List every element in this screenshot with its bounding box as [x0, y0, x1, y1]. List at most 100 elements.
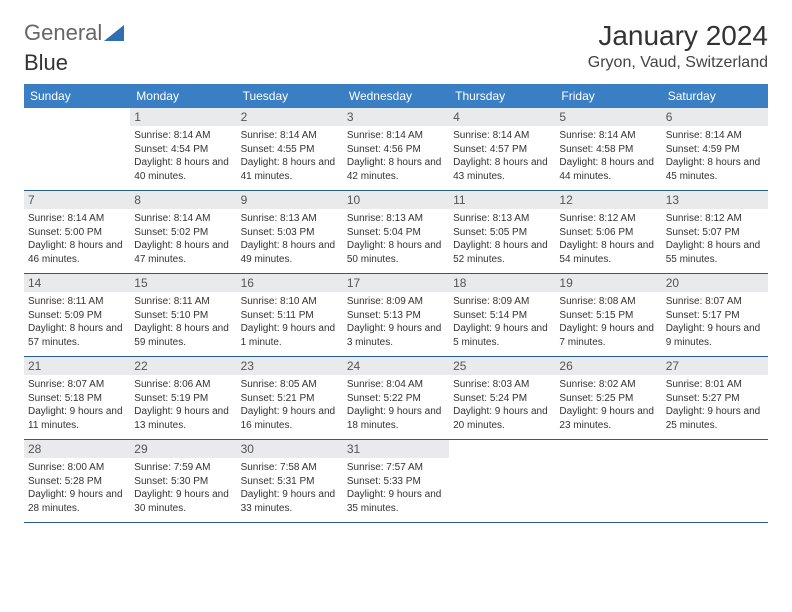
- day-info: Sunrise: 8:14 AMSunset: 5:02 PMDaylight:…: [134, 212, 232, 266]
- weekday-header: Wednesday: [343, 84, 449, 108]
- day-info: Sunrise: 8:09 AMSunset: 5:14 PMDaylight:…: [453, 295, 551, 349]
- week-row: 28 Sunrise: 8:00 AMSunset: 5:28 PMDayligh…: [24, 440, 768, 523]
- day-cell: 11 Sunrise: 8:13 AMSunset: 5:05 PMDayligh…: [449, 191, 555, 273]
- day-info: Sunrise: 7:57 AMSunset: 5:33 PMDaylight:…: [347, 461, 445, 515]
- day-info: Sunrise: 7:59 AMSunset: 5:30 PMDaylight:…: [134, 461, 232, 515]
- day-info: Sunrise: 8:04 AMSunset: 5:22 PMDaylight:…: [347, 378, 445, 432]
- day-cell: 3Sunrise: 8:14 AMSunset: 4:56 PMDaylight…: [343, 108, 449, 190]
- day-cell: 20 Sunrise: 8:07 AMSunset: 5:17 PMDayligh…: [662, 274, 768, 356]
- day-cell: [555, 440, 661, 522]
- weekday-header: Saturday: [662, 84, 768, 108]
- weekday-header: Tuesday: [237, 84, 343, 108]
- day-info: Sunrise: 8:12 AMSunset: 5:07 PMDaylight:…: [666, 212, 764, 266]
- day-info: Sunrise: 8:02 AMSunset: 5:25 PMDaylight:…: [559, 378, 657, 432]
- day-number: 26: [555, 357, 661, 375]
- day-cell: [662, 440, 768, 522]
- day-number: 27: [662, 357, 768, 375]
- day-cell: 13Sunrise: 8:12 AMSunset: 5:07 PMDayligh…: [662, 191, 768, 273]
- day-cell: 15Sunrise: 8:11 AMSunset: 5:10 PMDayligh…: [130, 274, 236, 356]
- day-info: Sunrise: 8:12 AMSunset: 5:06 PMDaylight:…: [559, 212, 657, 266]
- day-info: Sunrise: 8:13 AMSunset: 5:04 PMDaylight:…: [347, 212, 445, 266]
- day-cell: [449, 440, 555, 522]
- weekday-header: Friday: [555, 84, 661, 108]
- day-cell: 27 Sunrise: 8:01 AMSunset: 5:27 PMDayligh…: [662, 357, 768, 439]
- day-number: 30: [237, 440, 343, 458]
- day-cell: 16 Sunrise: 8:10 AMSunset: 5:11 PMDayligh…: [237, 274, 343, 356]
- day-cell: 28 Sunrise: 8:00 AMSunset: 5:28 PMDayligh…: [24, 440, 130, 522]
- day-number: 7: [24, 191, 130, 209]
- day-cell: 18 Sunrise: 8:09 AMSunset: 5:14 PMDayligh…: [449, 274, 555, 356]
- day-cell: 6 Sunrise: 8:14 AMSunset: 4:59 PMDaylight…: [662, 108, 768, 190]
- weekday-header: Thursday: [449, 84, 555, 108]
- week-row: 7 Sunrise: 8:14 AMSunset: 5:00 PMDaylight…: [24, 191, 768, 274]
- weekday-header: Sunday: [24, 84, 130, 108]
- day-info: Sunrise: 8:14 AMSunset: 4:55 PMDaylight:…: [241, 129, 339, 183]
- day-number: 29: [130, 440, 236, 458]
- calendar: SundayMondayTuesdayWednesdayThursdayFrid…: [24, 84, 768, 523]
- day-info: Sunrise: 8:14 AMSunset: 4:58 PMDaylight:…: [559, 129, 657, 183]
- day-number: 21: [24, 357, 130, 375]
- day-number: 25: [449, 357, 555, 375]
- logo-triangle-icon: [104, 25, 124, 41]
- day-number: 9: [237, 191, 343, 209]
- day-info: Sunrise: 8:11 AMSunset: 5:10 PMDaylight:…: [134, 295, 232, 349]
- day-number: 23: [237, 357, 343, 375]
- day-cell: 5 Sunrise: 8:14 AMSunset: 4:58 PMDaylight…: [555, 108, 661, 190]
- day-cell: 9 Sunrise: 8:13 AMSunset: 5:03 PMDaylight…: [237, 191, 343, 273]
- day-number: 1: [130, 108, 236, 126]
- day-info: Sunrise: 8:06 AMSunset: 5:19 PMDaylight:…: [134, 378, 232, 432]
- day-cell: 24Sunrise: 8:04 AMSunset: 5:22 PMDayligh…: [343, 357, 449, 439]
- day-info: Sunrise: 8:14 AMSunset: 4:54 PMDaylight:…: [134, 129, 232, 183]
- day-cell: 2 Sunrise: 8:14 AMSunset: 4:55 PMDaylight…: [237, 108, 343, 190]
- weeks-container: 1 Sunrise: 8:14 AMSunset: 4:54 PMDaylight…: [24, 108, 768, 523]
- day-cell: 12 Sunrise: 8:12 AMSunset: 5:06 PMDayligh…: [555, 191, 661, 273]
- day-info: Sunrise: 8:14 AMSunset: 4:59 PMDaylight:…: [666, 129, 764, 183]
- day-info: Sunrise: 8:10 AMSunset: 5:11 PMDaylight:…: [241, 295, 339, 349]
- day-number: 31: [343, 440, 449, 458]
- day-number: 12: [555, 191, 661, 209]
- day-number: 3: [343, 108, 449, 126]
- day-number: 2: [237, 108, 343, 126]
- day-info: Sunrise: 8:09 AMSunset: 5:13 PMDaylight:…: [347, 295, 445, 349]
- day-info: Sunrise: 8:05 AMSunset: 5:21 PMDaylight:…: [241, 378, 339, 432]
- week-row: 1 Sunrise: 8:14 AMSunset: 4:54 PMDaylight…: [24, 108, 768, 191]
- day-cell: 25Sunrise: 8:03 AMSunset: 5:24 PMDayligh…: [449, 357, 555, 439]
- week-row: 14Sunrise: 8:11 AMSunset: 5:09 PMDayligh…: [24, 274, 768, 357]
- weekday-header-row: SundayMondayTuesdayWednesdayThursdayFrid…: [24, 84, 768, 108]
- day-number: 10: [343, 191, 449, 209]
- day-cell: 31 Sunrise: 7:57 AMSunset: 5:33 PMDayligh…: [343, 440, 449, 522]
- day-number: 11: [449, 191, 555, 209]
- day-cell: 21Sunrise: 8:07 AMSunset: 5:18 PMDayligh…: [24, 357, 130, 439]
- day-info: Sunrise: 8:14 AMSunset: 5:00 PMDaylight:…: [28, 212, 126, 266]
- day-info: Sunrise: 8:01 AMSunset: 5:27 PMDaylight:…: [666, 378, 764, 432]
- day-info: Sunrise: 8:00 AMSunset: 5:28 PMDaylight:…: [28, 461, 126, 515]
- brand-part1: General: [24, 20, 102, 46]
- day-cell: 23 Sunrise: 8:05 AMSunset: 5:21 PMDayligh…: [237, 357, 343, 439]
- day-number: 8: [130, 191, 236, 209]
- day-cell: 19Sunrise: 8:08 AMSunset: 5:15 PMDayligh…: [555, 274, 661, 356]
- day-number: 20: [662, 274, 768, 292]
- day-info: Sunrise: 8:14 AMSunset: 4:57 PMDaylight:…: [453, 129, 551, 183]
- week-row: 21Sunrise: 8:07 AMSunset: 5:18 PMDayligh…: [24, 357, 768, 440]
- weekday-header: Monday: [130, 84, 236, 108]
- day-number: 5: [555, 108, 661, 126]
- day-info: Sunrise: 8:13 AMSunset: 5:03 PMDaylight:…: [241, 212, 339, 266]
- day-number: 19: [555, 274, 661, 292]
- day-number: 22: [130, 357, 236, 375]
- day-cell: [24, 108, 130, 190]
- day-number: 4: [449, 108, 555, 126]
- day-cell: 30Sunrise: 7:58 AMSunset: 5:31 PMDayligh…: [237, 440, 343, 522]
- day-cell: 26 Sunrise: 8:02 AMSunset: 5:25 PMDayligh…: [555, 357, 661, 439]
- day-number: 28: [24, 440, 130, 458]
- day-number: 16: [237, 274, 343, 292]
- day-info: Sunrise: 8:13 AMSunset: 5:05 PMDaylight:…: [453, 212, 551, 266]
- day-info: Sunrise: 8:07 AMSunset: 5:17 PMDaylight:…: [666, 295, 764, 349]
- day-number: 17: [343, 274, 449, 292]
- day-cell: 17 Sunrise: 8:09 AMSunset: 5:13 PMDayligh…: [343, 274, 449, 356]
- day-number: 6: [662, 108, 768, 126]
- brand-logo: General: [24, 20, 124, 46]
- month-title: January 2024: [588, 20, 768, 52]
- day-cell: 4 Sunrise: 8:14 AMSunset: 4:57 PMDaylight…: [449, 108, 555, 190]
- day-number: 18: [449, 274, 555, 292]
- day-number: 14: [24, 274, 130, 292]
